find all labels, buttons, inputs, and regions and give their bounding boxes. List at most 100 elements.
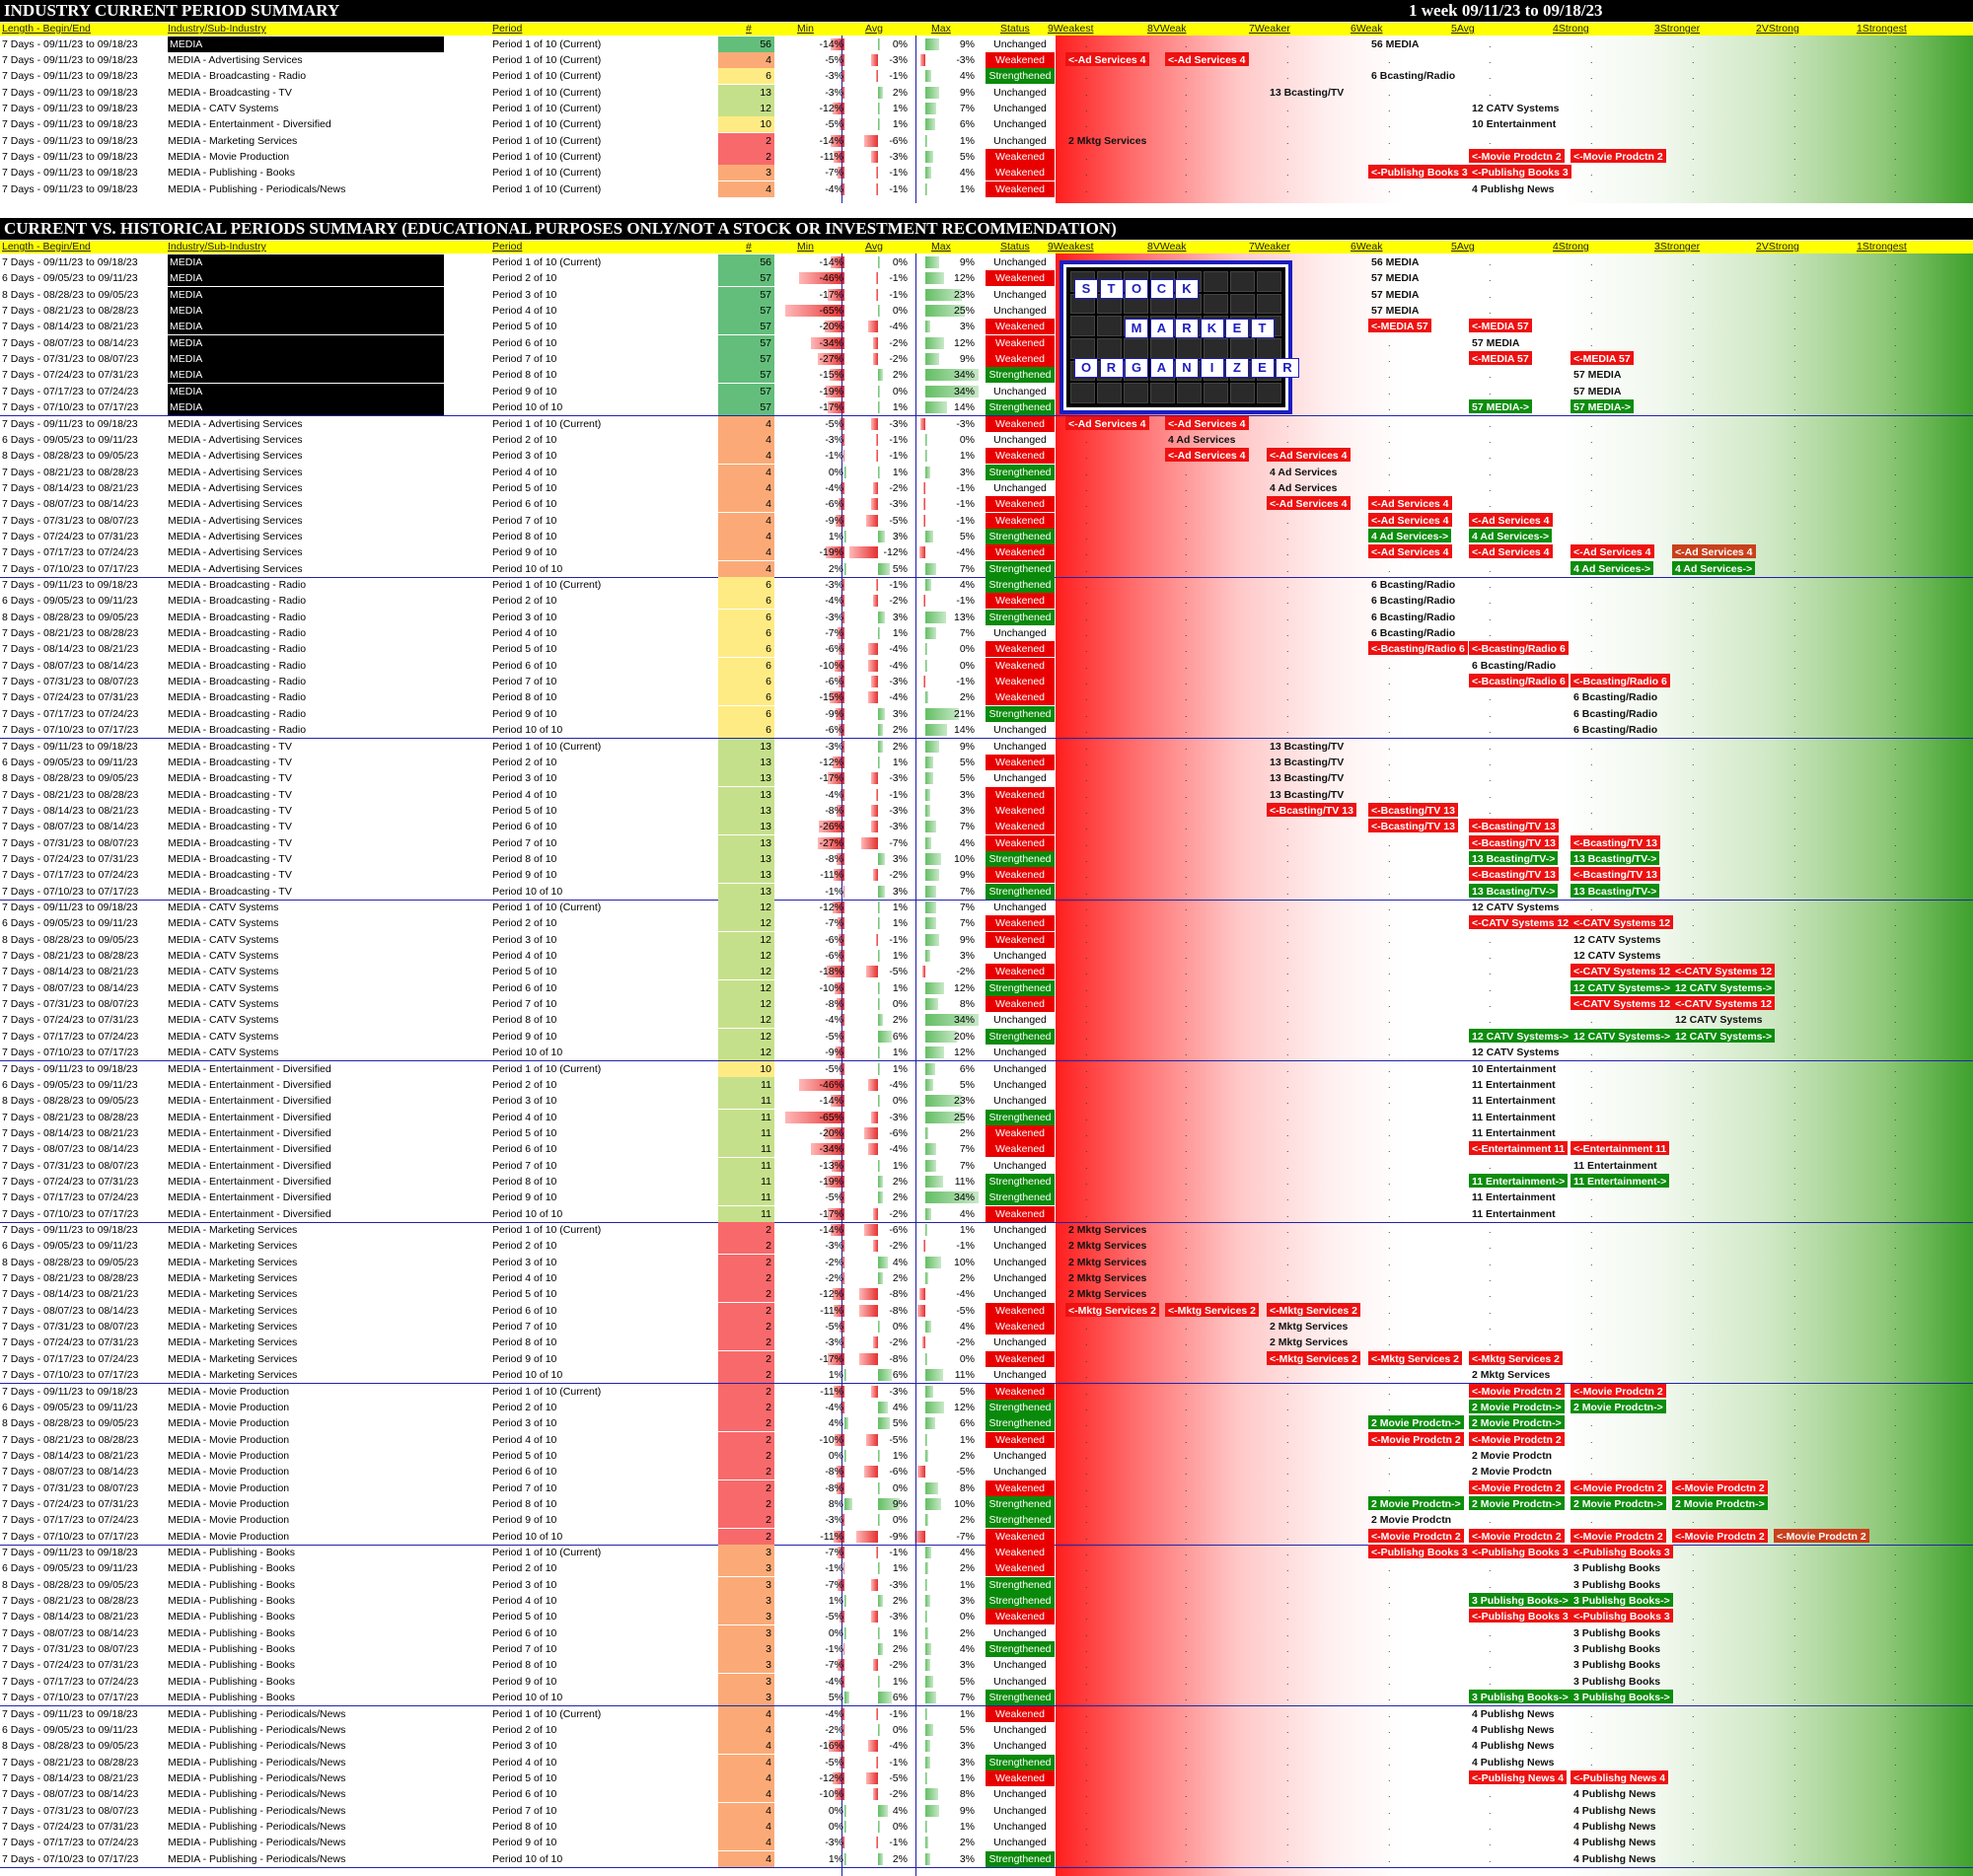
scale-label[interactable]: 6 Bcasting/Radio <box>1573 691 1658 704</box>
scale-label[interactable]: 2 Mktg Services <box>1270 1321 1349 1334</box>
scale-label[interactable]: 10 Entertainment <box>1472 1062 1557 1075</box>
header-industry[interactable]: Industry/Sub-Industry <box>168 23 266 35</box>
table-row[interactable]: 7 Days - 07/24/23 to 07/31/23 MEDIA - Adv… <box>0 528 1973 544</box>
scale-label[interactable]: <-Movie Prodctn 2 <box>1368 1431 1464 1446</box>
scale-label[interactable]: 12 CATV Systems-> <box>1469 1028 1572 1043</box>
table-row[interactable]: 7 Days - 07/17/23 to 07/24/23 MEDIA - CAT… <box>0 1028 1973 1045</box>
scale-label[interactable]: 13 Bcasting/TV-> <box>1469 883 1559 898</box>
scale-label[interactable]: 56 MEDIA <box>1371 37 1420 50</box>
scale-label[interactable]: <-CATV Systems 12 <box>1672 964 1776 978</box>
scale-label[interactable]: <-Movie Prodctn 2 <box>1571 1383 1666 1398</box>
header-scale-6[interactable]: 4Strong <box>1553 241 1589 253</box>
scale-label[interactable]: 12 CATV Systems <box>1472 902 1560 913</box>
scale-label[interactable]: 11 Entertainment-> <box>1469 1173 1569 1188</box>
table-row[interactable]: 7 Days - 08/07/23 to 08/14/23 MEDIA - Ent… <box>0 1141 1973 1158</box>
table-row[interactable]: 7 Days - 08/14/23 to 08/21/23 MEDIA - Bro… <box>0 802 1973 819</box>
scale-label[interactable]: 2 Mktg Services <box>1472 1369 1551 1382</box>
table-row[interactable]: 7 Days - 08/14/23 to 08/21/23 MEDIA - Mar… <box>0 1286 1973 1303</box>
table-row[interactable]: 7 Days - 07/24/23 to 07/31/23 MEDIA - CAT… <box>0 1012 1973 1029</box>
scale-label[interactable]: <-Bcasting/TV 13 <box>1571 867 1660 882</box>
scale-label[interactable]: <-Movie Prodctn 2 <box>1469 148 1565 163</box>
table-row[interactable]: 7 Days - 07/17/23 to 07/24/23 MEDIA Period… <box>0 383 1973 399</box>
header-status[interactable]: Status <box>1000 23 1030 35</box>
table-row[interactable]: 7 Days - 08/14/23 to 08/21/23 MEDIA - CAT… <box>0 964 1973 980</box>
scale-label[interactable]: 57 MEDIA <box>1371 288 1420 301</box>
table-row[interactable]: 7 Days - 08/14/23 to 08/21/23 MEDIA Period… <box>0 319 1973 335</box>
scale-label[interactable]: 12 CATV Systems <box>1573 933 1661 946</box>
table-row[interactable]: 7 Days - 08/21/23 to 08/28/23 MEDIA - Bro… <box>0 786 1973 803</box>
scale-label[interactable]: <-Entertainment 11 <box>1571 1141 1670 1156</box>
table-row[interactable]: 6 Days - 09/05/23 to 09/11/23 MEDIA - Pub… <box>0 1560 1973 1577</box>
table-row[interactable]: 7 Days - 09/11/23 to 09/18/23 MEDIA Period… <box>0 36 1973 52</box>
scale-label[interactable]: <-Movie Prodctn 2 <box>1469 1383 1565 1398</box>
header-length[interactable]: Length - Begin/End <box>2 241 91 253</box>
table-row[interactable]: 7 Days - 07/31/23 to 08/07/23 MEDIA - Bro… <box>0 674 1973 690</box>
scale-label[interactable]: 11 Entertainment <box>1472 1191 1556 1204</box>
header-scale-8[interactable]: 2VStrong <box>1756 241 1799 253</box>
scale-label[interactable]: <-Mktg Services 2 <box>1469 1350 1564 1365</box>
table-row[interactable]: 8 Days - 08/28/23 to 09/05/23 MEDIA - Pub… <box>0 1738 1973 1755</box>
table-row[interactable]: 7 Days - 09/11/23 to 09/18/23 MEDIA - Bro… <box>0 68 1973 85</box>
table-row[interactable]: 7 Days - 07/31/23 to 08/07/23 MEDIA - Pub… <box>0 1802 1973 1819</box>
scale-label[interactable]: 4 Ad Services-> <box>1469 528 1553 542</box>
table-row[interactable]: 6 Days - 09/05/23 to 09/11/23 MEDIA - Mov… <box>0 1399 1973 1415</box>
scale-label[interactable]: <-Bcasting/Radio 6 <box>1469 641 1569 656</box>
table-row[interactable]: 7 Days - 07/10/23 to 07/17/23 MEDIA - Bro… <box>0 883 1973 900</box>
scale-label[interactable]: 4 Publishg News <box>1573 1788 1656 1801</box>
header-period[interactable]: Period <box>492 23 523 35</box>
scale-label[interactable]: <-Publishg Books 3 <box>1368 1545 1471 1558</box>
table-row[interactable]: 7 Days - 07/24/23 to 07/31/23 MEDIA - Mov… <box>0 1495 1973 1512</box>
table-row[interactable]: 7 Days - 09/11/23 to 09/18/23 MEDIA - Ent… <box>0 1060 1973 1077</box>
table-row[interactable]: 7 Days - 08/07/23 to 08/14/23 MEDIA - Bro… <box>0 819 1973 835</box>
table-row[interactable]: 7 Days - 08/14/23 to 08/21/23 MEDIA - Pub… <box>0 1609 1973 1625</box>
table-row[interactable]: 7 Days - 07/17/23 to 07/24/23 MEDIA - Ent… <box>0 1190 1973 1206</box>
scale-label[interactable]: <-MEDIA 57 <box>1469 319 1532 333</box>
table-row[interactable]: 7 Days - 08/21/23 to 08/28/23 MEDIA - Bro… <box>0 625 1973 642</box>
scale-label[interactable]: 57 MEDIA-> <box>1469 399 1533 414</box>
scale-label[interactable]: <-Ad Services 4 <box>1165 51 1249 66</box>
table-row[interactable]: 7 Days - 08/14/23 to 08/21/23 MEDIA - Bro… <box>0 641 1973 658</box>
scale-label[interactable]: 56 MEDIA <box>1371 256 1420 268</box>
table-row[interactable]: 7 Days - 08/14/23 to 08/21/23 MEDIA - Pub… <box>0 1769 1973 1786</box>
table-row[interactable]: 7 Days - 08/07/23 to 08/14/23 MEDIA - Bro… <box>0 657 1973 674</box>
table-row[interactable]: 6 Days - 09/05/23 to 09/11/23 MEDIA - Adv… <box>0 431 1973 448</box>
table-row[interactable]: 7 Days - 09/11/23 to 09/18/23 MEDIA - Pub… <box>0 1545 1973 1560</box>
scale-label[interactable]: <-Bcasting/TV 13 <box>1469 867 1559 882</box>
table-row[interactable]: 7 Days - 09/11/23 to 09/18/23 MEDIA - Adv… <box>0 51 1973 68</box>
scale-label[interactable]: <-Movie Prodctn 2 <box>1672 1479 1768 1494</box>
table-row[interactable]: 7 Days - 09/11/23 to 09/18/23 MEDIA - Bro… <box>0 84 1973 101</box>
table-row[interactable]: 7 Days - 07/10/23 to 07/17/23 MEDIA - Pub… <box>0 1850 1973 1867</box>
table-row[interactable]: 7 Days - 07/31/23 to 08/07/23 MEDIA - Ent… <box>0 1157 1973 1174</box>
header-scale-1[interactable]: 9Weakest <box>1048 241 1094 253</box>
scale-label[interactable]: 12 CATV Systems <box>1573 950 1661 963</box>
table-row[interactable]: 7 Days - 08/07/23 to 08/14/23 MEDIA - Adv… <box>0 496 1973 513</box>
scale-label[interactable]: 2 Movie Prodctn <box>1472 1466 1553 1479</box>
table-row[interactable]: 7 Days - 07/24/23 to 07/31/23 MEDIA - Ent… <box>0 1173 1973 1190</box>
scale-label[interactable]: 57 MEDIA-> <box>1571 399 1635 414</box>
scale-label[interactable]: 6 Bcasting/Radio <box>1371 579 1456 591</box>
header-scale-3[interactable]: 7Weaker <box>1249 241 1290 253</box>
scale-label[interactable]: <-Publishg News 4 <box>1571 1769 1669 1784</box>
table-row[interactable]: 7 Days - 08/07/23 to 08/14/23 MEDIA - Mar… <box>0 1302 1973 1319</box>
scale-label[interactable]: 6 Bcasting/Radio <box>1371 70 1456 83</box>
header-scale-5[interactable]: 5Avg <box>1451 241 1475 253</box>
table-row[interactable]: 6 Days - 09/05/23 to 09/11/23 MEDIA - Bro… <box>0 754 1973 770</box>
table-row[interactable]: 7 Days - 07/31/23 to 08/07/23 MEDIA - Mov… <box>0 1479 1973 1496</box>
scale-label[interactable]: 10 Entertainment <box>1472 118 1557 131</box>
table-row[interactable]: 7 Days - 09/11/23 to 09/18/23 MEDIA - Bro… <box>0 577 1973 593</box>
table-row[interactable]: 7 Days - 07/17/23 to 07/24/23 MEDIA - Bro… <box>0 705 1973 722</box>
header-num[interactable]: # <box>746 241 752 253</box>
scale-label[interactable]: 2 Movie Prodctn-> <box>1469 1399 1565 1413</box>
scale-label[interactable]: 57 MEDIA <box>1573 369 1622 382</box>
table-row[interactable]: 7 Days - 09/11/23 to 09/18/23 MEDIA - Bro… <box>0 738 1973 755</box>
scale-label[interactable]: <-Publishg News 4 <box>1469 1769 1568 1784</box>
scale-label[interactable]: 2 Movie Prodctn-> <box>1469 1415 1565 1430</box>
scale-label[interactable]: 2 Movie Prodctn-> <box>1469 1495 1565 1510</box>
scale-label[interactable]: 3 Publishg Books-> <box>1469 1690 1571 1704</box>
table-row[interactable]: 7 Days - 07/24/23 to 07/31/23 MEDIA Period… <box>0 367 1973 384</box>
scale-label[interactable]: <-Ad Services 4 <box>1571 544 1654 559</box>
scale-label[interactable]: 3 Publishg Books-> <box>1571 1690 1673 1704</box>
table-row[interactable]: 7 Days - 08/21/23 to 08/28/23 MEDIA - Ent… <box>0 1109 1973 1125</box>
header-min[interactable]: Min <box>797 23 814 35</box>
table-row[interactable]: 7 Days - 09/11/23 to 09/18/23 MEDIA - Pub… <box>0 180 1973 197</box>
